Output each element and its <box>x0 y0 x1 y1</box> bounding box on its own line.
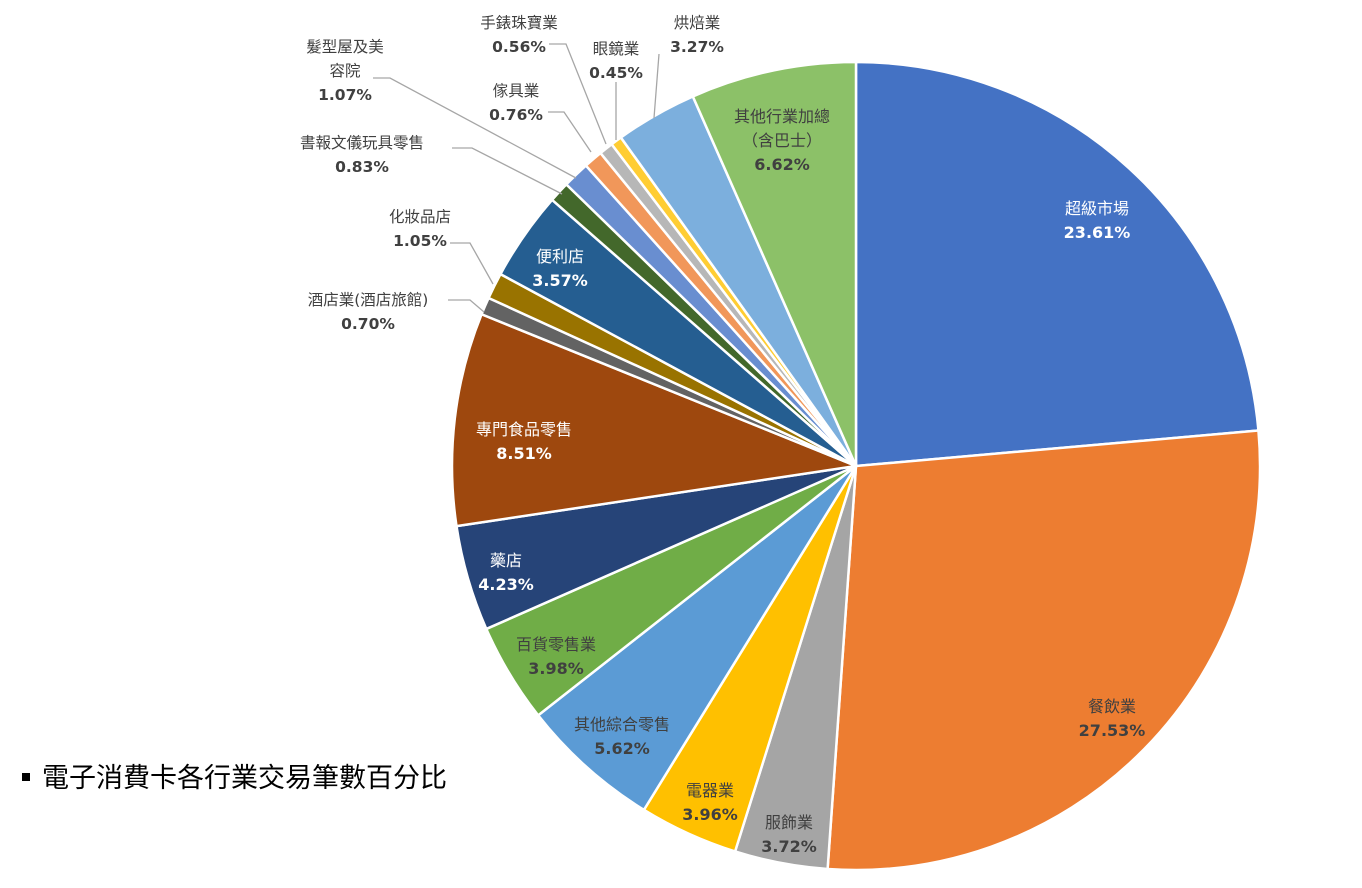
slice-label-9: 酒店業(酒店旅館) 0.70% <box>308 291 429 333</box>
slice-pct-13: 1.07% <box>318 86 372 104</box>
pie-slice-1 <box>854 60 1260 468</box>
slice-label-1: 超級市場 23.61% <box>1064 199 1131 242</box>
caption-text: 電子消費卡各行業交易筆數百分比 <box>42 763 447 794</box>
leader-line-15 <box>549 43 607 145</box>
slice-label-8: 專門食品零售 8.51% <box>476 420 572 463</box>
slice-pct-1: 23.61% <box>1064 223 1131 242</box>
slice-pct-18: 6.62% <box>754 155 810 174</box>
leader-lines <box>373 43 660 313</box>
slice-label-18: 其他行業加總（含巴士） 6.62% <box>734 107 830 174</box>
chart-caption: 電子消費卡各行業交易筆數百分比 <box>22 756 447 795</box>
slice-label-7: 藥店 4.23% <box>478 551 534 594</box>
pie-slice-2 <box>826 429 1262 872</box>
slice-pct-10: 1.05% <box>393 232 447 250</box>
slice-label-6: 百貨零售業 3.98% <box>516 635 596 678</box>
slice-pct-17: 3.27% <box>670 38 724 56</box>
slice-pct-12: 0.83% <box>335 158 389 176</box>
slice-label-14: 傢具業 0.76% <box>489 82 543 124</box>
slice-label-11: 便利店 3.57% <box>532 247 588 290</box>
slice-label-13: 髮型屋及美容院 1.07% <box>306 38 384 104</box>
pie-slice-8 <box>450 313 858 528</box>
slice-label-10: 化妝品店 1.05% <box>389 208 451 250</box>
slice-pct-6: 3.98% <box>528 659 584 678</box>
leader-line-9 <box>448 299 485 313</box>
slice-pct-15: 0.56% <box>492 38 546 56</box>
leader-line-12 <box>452 147 563 195</box>
pie-slice-18 <box>691 60 858 468</box>
slice-label-3: 服飾業 3.72% <box>761 813 817 856</box>
slice-pct-5: 5.62% <box>594 739 650 758</box>
slice-pct-7: 4.23% <box>478 575 534 594</box>
slice-pct-3: 3.72% <box>761 837 817 856</box>
slice-pct-16: 0.45% <box>589 64 643 82</box>
slice-label-15: 手錶珠寶業 0.56% <box>480 13 558 56</box>
slice-pct-9: 0.70% <box>341 315 395 333</box>
leader-line-10 <box>450 242 494 285</box>
pie-slices <box>450 60 1262 872</box>
slice-label-17: 烘焙業 3.27% <box>670 14 724 56</box>
slice-label-16: 眼鏡業 0.45% <box>589 39 643 82</box>
leader-line-13 <box>373 77 577 179</box>
pie-slice-5 <box>536 464 858 812</box>
slice-pct-8: 8.51% <box>496 444 552 463</box>
slice-label-2: 餐飲業 27.53% <box>1079 697 1146 740</box>
leader-line-17 <box>653 53 660 119</box>
slice-pct-11: 3.57% <box>532 271 588 290</box>
slice-pct-14: 0.76% <box>489 106 543 124</box>
slice-label-5: 其他綜合零售 5.62% <box>574 715 670 758</box>
slice-pct-4: 3.96% <box>682 805 738 824</box>
leader-line-14 <box>548 111 592 153</box>
slice-labels: 超級市場 23.61% 餐飲業 27.53% 服飾業 3.72% 電器業 3.96% 其他綜合零… <box>300 13 1145 856</box>
slice-pct-2: 27.53% <box>1079 721 1146 740</box>
slice-label-12: 書報文儀玩具零售 0.83% <box>300 134 424 176</box>
bullet-icon <box>22 772 30 781</box>
slice-label-4: 電器業 3.96% <box>682 781 738 824</box>
